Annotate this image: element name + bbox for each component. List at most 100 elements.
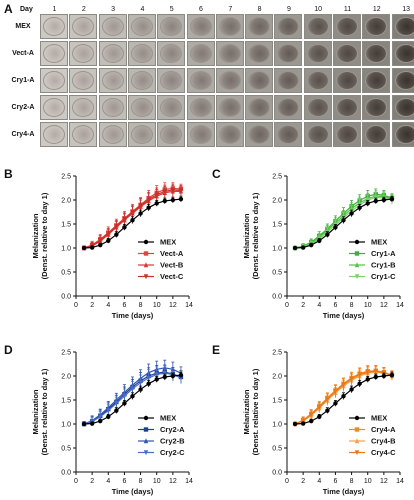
data-point (381, 373, 387, 379)
x-tick-label: 6 (333, 478, 337, 485)
x-tick-label: 14 (185, 302, 193, 309)
dish-colony (248, 71, 271, 90)
data-point (170, 373, 176, 379)
data-point (114, 408, 119, 413)
data-point (333, 401, 338, 406)
legend-label: MEX (160, 238, 176, 247)
data-point (154, 192, 159, 198)
dish-photo (40, 122, 68, 147)
x-tick-label: 0 (285, 302, 289, 309)
legend-marker (143, 427, 149, 432)
dish-photo (274, 122, 303, 147)
dish-photo (215, 41, 244, 66)
y-axis-label: Melanization (31, 389, 40, 434)
dish-colony (130, 44, 153, 63)
data-point (98, 242, 103, 248)
data-point (106, 408, 111, 414)
dish-colony (43, 125, 65, 144)
day-label: 3 (111, 6, 116, 13)
x-tick-label: 12 (169, 478, 177, 485)
x-tick-label: 0 (74, 302, 78, 309)
dish-colony (336, 98, 358, 117)
dish-colony (130, 71, 153, 90)
data-point (146, 375, 151, 381)
x-tick-label: 4 (106, 478, 110, 485)
dish-colony (218, 17, 241, 36)
legend-label: MEX (160, 414, 176, 423)
x-tick-label: 4 (106, 302, 110, 309)
data-point (130, 386, 135, 392)
dish-photo (186, 41, 215, 66)
dish-photo (69, 41, 98, 66)
data-point (114, 401, 119, 407)
dish-colony (160, 98, 183, 117)
data-point (114, 224, 119, 230)
data-point (317, 414, 322, 419)
legend-marker (354, 450, 360, 456)
data-point (317, 405, 322, 410)
dish-colony (248, 17, 271, 36)
data-point (381, 197, 387, 203)
dish-photo (245, 122, 274, 147)
data-point (373, 374, 378, 380)
data-point (81, 245, 87, 251)
dish-colony (101, 125, 124, 144)
legend-marker (143, 239, 149, 245)
dish-colony (277, 125, 300, 144)
panel-label: E (212, 343, 220, 357)
data-point (325, 408, 330, 413)
legend-label: Cry1-B (371, 261, 396, 270)
day-label: 12 (372, 6, 381, 13)
data-point (106, 414, 111, 419)
dish-photo (303, 41, 332, 66)
data-point (365, 201, 370, 206)
dish-photo (40, 41, 68, 66)
dish-colony (72, 17, 95, 36)
x-axis-label: Time (days) (323, 487, 365, 496)
dish-colony (160, 17, 183, 36)
dish-photo (333, 41, 361, 66)
dish-colony (160, 125, 183, 144)
data-point (325, 396, 330, 402)
y-tick-label: 0.5 (272, 446, 282, 453)
x-tick-label: 10 (153, 478, 161, 485)
dish-colony (218, 71, 241, 90)
dish-photo (157, 95, 186, 120)
dish-colony (336, 71, 358, 90)
dish-photo (127, 41, 156, 66)
dish-photo (391, 122, 414, 147)
legend-marker (354, 239, 360, 245)
dish-colony (218, 98, 241, 117)
data-point (309, 412, 314, 418)
dish-photo (127, 68, 156, 93)
data-point (98, 238, 103, 244)
data-point (162, 370, 167, 376)
x-tick-label: 4 (317, 478, 321, 485)
y-axis-label: Melanization (31, 213, 40, 258)
dish-colony (101, 71, 124, 90)
y-tick-label: 2.0 (61, 198, 71, 205)
dish-photo (98, 14, 127, 39)
legend-marker (354, 438, 360, 444)
dish-colony (248, 125, 271, 144)
y-tick-label: 2.0 (61, 374, 71, 381)
data-point (146, 381, 151, 386)
day-label: 11 (343, 6, 352, 13)
dish-colony (189, 17, 212, 36)
dish-photo (69, 68, 98, 93)
dish-colony (218, 44, 241, 63)
data-point (138, 211, 143, 216)
dish-colony (306, 17, 329, 36)
dish-photo (245, 41, 274, 66)
y-tick-label: 2.5 (272, 174, 282, 181)
dish-photo (127, 122, 156, 147)
data-point (106, 238, 111, 243)
data-point (178, 372, 184, 378)
dish-photo (186, 68, 215, 93)
x-tick-label: 0 (74, 478, 78, 485)
legend-label: Cry2-B (160, 437, 185, 446)
y-axis-label: (Denst. relative to day 1) (251, 192, 260, 279)
x-tick-label: 2 (301, 478, 305, 485)
dish-photo (40, 68, 68, 93)
data-point (389, 372, 395, 378)
